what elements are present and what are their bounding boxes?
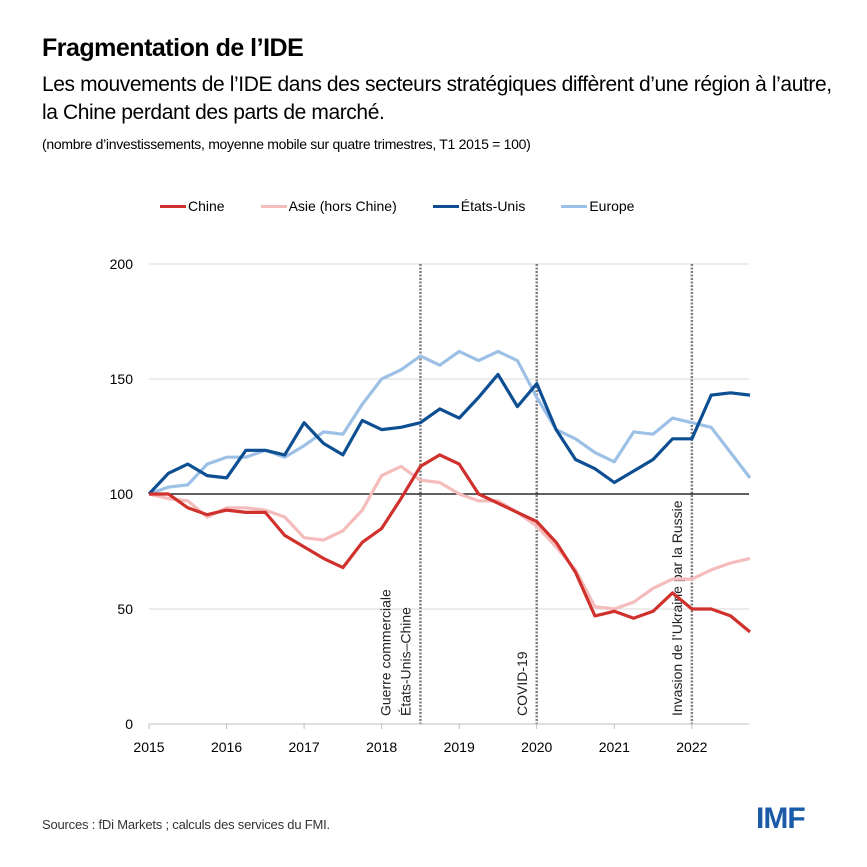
event-markers: Guerre commerciale États-Unis–Chine COVID-…: [377, 264, 694, 724]
event-label: États-Unis–Chine: [397, 607, 413, 716]
y-tick-label: 200: [110, 256, 134, 272]
chart-subtitle: Les mouvements de l’IDE dans des secteur…: [42, 73, 832, 124]
x-tick-label: 2021: [599, 739, 630, 755]
y-tick-label: 50: [117, 601, 133, 617]
legend-label-chine: Chine: [188, 198, 225, 214]
y-tick-label: 100: [110, 486, 134, 502]
axes: 0 50 100 150 200 2015 2016 2017 2018 2019 2020 2021…: [110, 256, 749, 755]
x-tick-label: 2020: [521, 739, 552, 755]
event-label: Invasion de l’Ukraine par la Russie: [669, 500, 685, 716]
legend-swatch-etats-unis: [432, 204, 459, 208]
sources-note: Sources : fDi Markets ; calculs des serv…: [42, 817, 330, 832]
legend-item-asie: Asie (hors Chine): [260, 198, 397, 214]
y-tick-label: 0: [125, 716, 133, 732]
legend-swatch-chine: [160, 204, 186, 208]
legend-item-etats-unis: États-Unis: [432, 198, 526, 214]
chart-note: (nombre d’investissements, moyenne mobil…: [42, 136, 531, 152]
series-line-europe: [148, 349, 752, 496]
legend-item-chine: Chine: [160, 198, 225, 214]
x-tick-label: 2015: [133, 739, 164, 755]
x-tick-label: 2022: [676, 739, 707, 755]
legend-item-europe: Europe: [561, 198, 634, 214]
imf-logo: IMF: [756, 802, 806, 835]
series-line-asie: [148, 464, 751, 611]
x-tick-label: 2019: [444, 739, 475, 755]
legend-swatch-asie: [260, 204, 287, 208]
series-line-etats-unis: [147, 372, 751, 496]
y-tick-label: 150: [110, 371, 134, 387]
series-lines: [147, 349, 752, 634]
legend-label-europe: Europe: [589, 198, 635, 214]
x-tick-label: 2016: [211, 739, 242, 755]
legend: Chine Asie (hors Chine) États-Unis Europ…: [160, 198, 670, 214]
event-label: Guerre commerciale: [377, 589, 393, 716]
x-tick-label: 2017: [289, 739, 320, 755]
legend-label-asie: Asie (hors Chine): [288, 198, 397, 214]
chart-title: Fragmentation de l’IDE: [42, 34, 304, 62]
event-label: COVID-19: [514, 651, 530, 716]
x-tick-label: 2018: [366, 739, 397, 755]
legend-label-etats-unis: États-Unis: [460, 198, 526, 214]
gridlines: [149, 263, 749, 610]
series-line-chine: [149, 453, 752, 634]
legend-swatch-europe: [561, 204, 588, 208]
